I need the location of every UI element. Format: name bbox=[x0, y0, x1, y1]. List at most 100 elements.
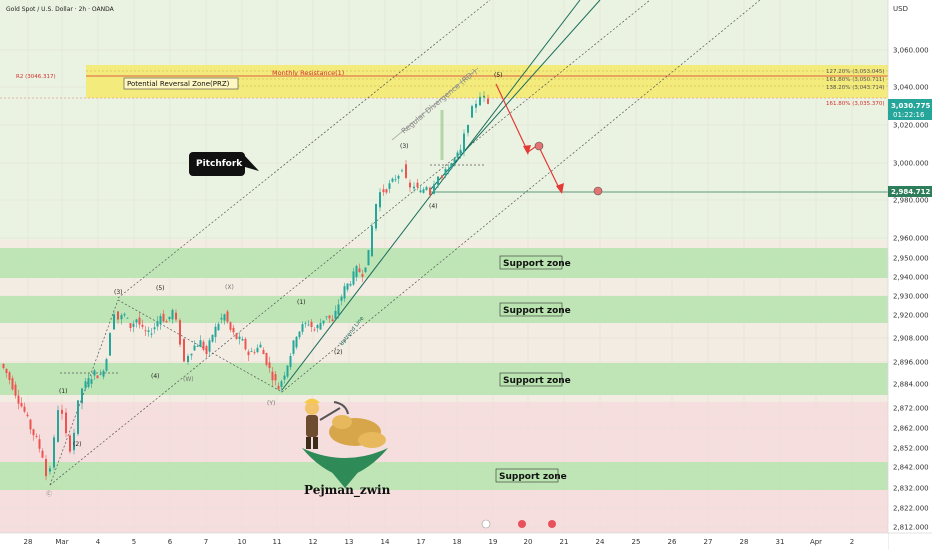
forecast-path bbox=[495, 83, 561, 191]
candle-body bbox=[32, 429, 35, 436]
pitchfork-median bbox=[49, 0, 651, 486]
price-tick-label: 3,020.000 bbox=[893, 122, 929, 130]
candle-body bbox=[223, 314, 226, 321]
time-tick-label: 4 bbox=[96, 538, 101, 546]
wave-label: (3) bbox=[400, 143, 409, 150]
candle-body bbox=[409, 182, 411, 188]
candle-body bbox=[235, 333, 238, 339]
candle-body bbox=[2, 363, 5, 368]
price-tick-label: 2,832.000 bbox=[893, 485, 929, 493]
support-zone-label-box-3 bbox=[499, 372, 563, 387]
wave-label: (5) bbox=[156, 285, 165, 292]
candle-body bbox=[183, 338, 185, 362]
candle-body bbox=[117, 311, 119, 320]
candle-body bbox=[135, 319, 138, 323]
price-tick-label: 2,950.000 bbox=[893, 255, 929, 263]
currency-label: USD bbox=[893, 5, 908, 13]
candle-body bbox=[280, 381, 283, 387]
candle-body bbox=[444, 168, 447, 176]
time-tick-label: 25 bbox=[632, 538, 641, 546]
candle-body bbox=[87, 378, 90, 387]
support-zone-label-2: Support zone bbox=[503, 306, 571, 316]
candle-body bbox=[187, 355, 189, 363]
candle-body bbox=[437, 176, 439, 185]
target-price-badge bbox=[888, 186, 932, 197]
forecast-arrowhead-2 bbox=[556, 183, 564, 194]
candle-body bbox=[325, 316, 328, 318]
price-tick-label: 2,884.000 bbox=[893, 381, 929, 389]
candle-body bbox=[433, 184, 435, 194]
candle-body bbox=[268, 362, 271, 369]
candle-body bbox=[159, 316, 162, 325]
candle-body bbox=[450, 163, 453, 169]
time-tick-label: 18 bbox=[453, 538, 462, 546]
candle-body bbox=[229, 322, 232, 330]
candle-body bbox=[256, 347, 259, 353]
candle-body bbox=[301, 324, 304, 332]
candle-body bbox=[156, 321, 159, 327]
candle-body bbox=[38, 439, 41, 449]
price-tick-label: 2,872.000 bbox=[893, 405, 929, 413]
forecast-arrowhead-1 bbox=[523, 145, 531, 155]
candle-body bbox=[20, 403, 23, 407]
candle-body bbox=[364, 267, 367, 273]
candle-body bbox=[361, 274, 364, 277]
time-axis[interactable] bbox=[0, 533, 888, 550]
candle-body bbox=[265, 353, 268, 365]
candle-body bbox=[277, 385, 280, 390]
candle-body bbox=[81, 388, 83, 404]
candles bbox=[2, 91, 489, 481]
price-tick-label: 2,908.000 bbox=[893, 335, 929, 343]
price-axis[interactable] bbox=[888, 0, 932, 550]
candle-body bbox=[262, 349, 265, 355]
target-price-label: 2,984.712 bbox=[891, 188, 931, 196]
wave-label: (W) bbox=[183, 376, 194, 383]
candle-body bbox=[41, 450, 44, 458]
candle-body bbox=[416, 182, 419, 188]
wave-label: (Y) bbox=[267, 400, 275, 407]
candle-body bbox=[5, 368, 8, 373]
pitchfork-lower bbox=[281, 0, 761, 393]
candle-body bbox=[419, 190, 422, 193]
uptrend-line-2 bbox=[429, 0, 601, 191]
candle-body bbox=[337, 304, 340, 315]
candle-body bbox=[304, 323, 307, 325]
candle-body bbox=[283, 375, 286, 380]
candle-body bbox=[253, 352, 256, 354]
upper-green-band bbox=[0, 0, 888, 240]
pitchfork-label: Pitchfork bbox=[196, 159, 243, 169]
candle-body bbox=[226, 311, 229, 322]
candle-body bbox=[162, 313, 165, 322]
candle-body bbox=[487, 98, 489, 104]
r2-label: R2 (3046.317) bbox=[16, 74, 56, 80]
candle-body bbox=[479, 96, 481, 106]
monthly-resistance-label: Monthly Resistance(1) bbox=[272, 69, 344, 77]
prz-label-box bbox=[123, 77, 239, 90]
candle-body bbox=[93, 370, 96, 376]
price-tick-label: 2,822.000 bbox=[893, 505, 929, 513]
time-labels: 28 Mar 4 5 6 7 10 11 12 13 14 17 18 19 20 21 24 25 26 27 28 3… bbox=[24, 538, 855, 546]
time-tick-label: 14 bbox=[381, 538, 390, 546]
candle-body bbox=[53, 437, 55, 468]
candle-body bbox=[238, 336, 241, 339]
candle-body bbox=[214, 326, 217, 337]
candle-body bbox=[45, 459, 47, 477]
candle-body bbox=[113, 314, 115, 330]
time-tick-label: 31 bbox=[776, 538, 785, 546]
support-zone-1 bbox=[0, 248, 888, 278]
candle-body bbox=[346, 283, 349, 290]
candle-body bbox=[358, 268, 361, 273]
candle-body bbox=[289, 355, 292, 368]
candle-body bbox=[35, 436, 38, 437]
candle-body bbox=[208, 340, 211, 351]
candle-body bbox=[391, 178, 394, 182]
candle-body bbox=[349, 283, 352, 286]
time-tick-label: 24 bbox=[596, 538, 605, 546]
candle-body bbox=[459, 149, 462, 155]
time-tick-label: 6 bbox=[168, 538, 173, 546]
time-tick-label: 12 bbox=[309, 538, 318, 546]
prz-label: Potential Reversal Zone(PRZ) bbox=[127, 80, 230, 88]
price-tick-label: 3,000.000 bbox=[893, 160, 929, 168]
time-tick-label: Apr bbox=[810, 538, 822, 546]
